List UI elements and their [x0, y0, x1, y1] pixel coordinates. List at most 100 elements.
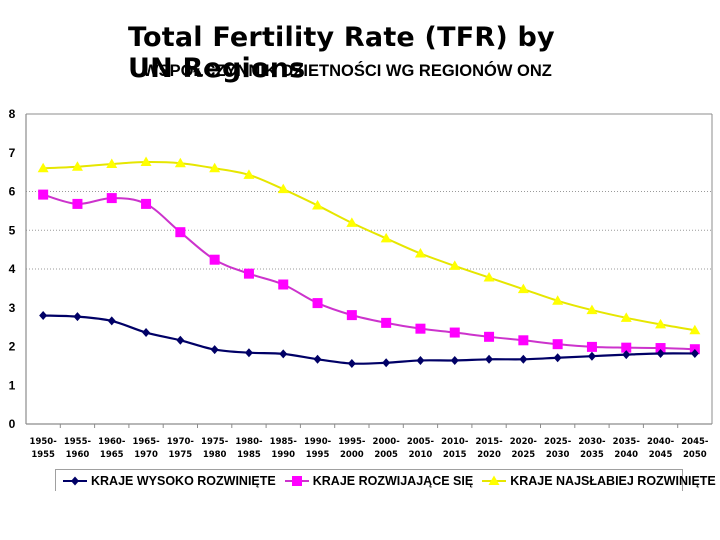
data-point-series-2	[175, 227, 186, 238]
x-tick-label: 2015	[443, 450, 467, 460]
y-tick-label: 5	[9, 223, 16, 237]
x-tick-label: 1960	[66, 450, 90, 460]
x-tick-label: 1985	[237, 450, 261, 460]
x-tick-label: 1995-	[338, 437, 366, 447]
data-point-series-2	[621, 342, 632, 353]
data-point-series-1	[587, 351, 596, 361]
x-tick-label: 1980	[203, 450, 227, 460]
data-point-series-2	[38, 189, 49, 200]
data-point-series-3	[620, 312, 632, 322]
data-point-series-2	[278, 279, 289, 290]
data-point-series-2	[586, 341, 597, 352]
x-tick-label: 2045	[649, 450, 673, 460]
data-point-series-3	[586, 304, 598, 315]
legend-swatch-square-icon	[284, 475, 309, 486]
data-point-series-1	[656, 348, 665, 358]
legend-item: KRAJE WYSOKO ROZWINIĘTE	[62, 474, 276, 488]
x-tick-label: 1985-	[270, 437, 298, 447]
y-tick-label: 1	[9, 378, 16, 392]
x-tick-label: 1955-	[64, 437, 92, 447]
data-point-series-1	[553, 353, 562, 363]
x-tick-label: 2025	[512, 450, 536, 460]
series-line-1	[43, 314, 695, 365]
data-point-series-3	[174, 157, 186, 168]
x-tick-label: 1990	[271, 450, 295, 460]
data-point-series-3	[380, 232, 392, 243]
data-point-series-2	[381, 317, 392, 328]
legend-label: KRAJE WYSOKO ROZWINIĘTE	[91, 473, 276, 488]
data-point-series-1	[210, 345, 219, 355]
y-tick-label: 8	[9, 107, 16, 121]
legend-item: KRAJE ROZWIJAJĄCE SIĘ	[284, 474, 473, 488]
data-point-series-1	[450, 355, 459, 365]
data-point-series-3	[277, 183, 289, 194]
data-point-series-1	[313, 354, 322, 364]
x-tick-label: 1980-	[235, 437, 263, 447]
x-tick-label: 1955	[31, 450, 55, 460]
x-tick-label: 2000	[340, 450, 364, 460]
overlay-title: Total Fertility Rate (TFR) by UN Regions	[128, 22, 555, 84]
data-point-series-3	[346, 217, 358, 227]
data-point-series-1	[382, 358, 391, 368]
data-point-series-3	[414, 248, 426, 258]
legend-swatch-diamond-icon	[63, 476, 87, 485]
x-tick-label: 2005-	[407, 437, 435, 447]
data-point-series-2	[312, 298, 323, 309]
x-tick-label: 2025-	[544, 437, 572, 447]
y-tick-label: 3	[9, 301, 16, 315]
data-point-series-1	[176, 335, 185, 345]
x-tick-label: 2030	[546, 450, 570, 460]
data-point-series-1	[622, 350, 631, 360]
x-tick-label: 2040-	[647, 437, 675, 447]
data-point-series-2	[552, 339, 563, 350]
x-tick-label: 2015-	[475, 437, 503, 447]
x-tick-label: 2020	[477, 450, 501, 460]
x-tick-label: 1990-	[304, 437, 332, 447]
legend-label: KRAJE NAJSŁABIEJ ROZWINIĘTE	[510, 473, 716, 488]
x-tick-label: 2035	[580, 450, 604, 460]
data-point-series-3	[689, 324, 701, 335]
data-point-series-3	[106, 158, 118, 168]
data-point-series-3	[140, 156, 152, 167]
x-tick-label: 1965-	[132, 437, 160, 447]
y-tick-label: 6	[9, 185, 16, 199]
x-tick-label: 1965	[100, 450, 124, 460]
data-point-series-2	[141, 198, 152, 209]
chart-legend: KRAJE WYSOKO ROZWINIĘTE KRAJE ROZWIJAJĄCE…	[55, 469, 716, 491]
series-line-2	[42, 193, 695, 351]
data-point-series-2	[484, 331, 495, 342]
y-tick-label: 7	[9, 146, 16, 160]
data-point-series-3	[71, 161, 83, 171]
data-point-series-3	[517, 283, 529, 294]
data-point-series-1	[73, 312, 82, 322]
y-tick-label: 0	[9, 417, 16, 431]
x-tick-label: 2040	[614, 450, 638, 460]
x-tick-label: 1995	[306, 450, 330, 460]
data-point-series-2	[243, 268, 254, 279]
data-point-series-2	[449, 327, 460, 338]
data-point-series-1	[39, 311, 48, 320]
x-tick-label: 2000-	[373, 437, 401, 447]
data-point-series-1	[142, 328, 151, 338]
x-tick-label: 2030-	[578, 437, 606, 447]
legend-swatch-triangle-icon	[482, 475, 507, 485]
data-point-series-2	[72, 198, 83, 209]
x-tick-label: 2020-	[510, 437, 538, 447]
x-tick-label: 2050	[683, 450, 707, 460]
data-point-series-1	[690, 348, 699, 358]
data-point-series-2	[655, 343, 666, 354]
series-line-3	[43, 161, 696, 332]
x-tick-label: 2010	[409, 450, 433, 460]
data-point-series-1	[107, 316, 116, 326]
data-point-series-3	[483, 272, 495, 282]
x-tick-label: 2045-	[681, 437, 709, 447]
data-point-series-3	[312, 199, 324, 210]
y-tick-label: 4	[9, 262, 16, 276]
data-point-series-1	[279, 349, 288, 359]
x-tick-label: 1960-	[98, 437, 126, 447]
data-point-series-2	[346, 310, 357, 321]
x-tick-label: 2035-	[613, 437, 641, 447]
data-point-series-1	[519, 354, 528, 364]
data-point-series-3	[552, 295, 564, 305]
data-point-series-2	[106, 193, 117, 204]
